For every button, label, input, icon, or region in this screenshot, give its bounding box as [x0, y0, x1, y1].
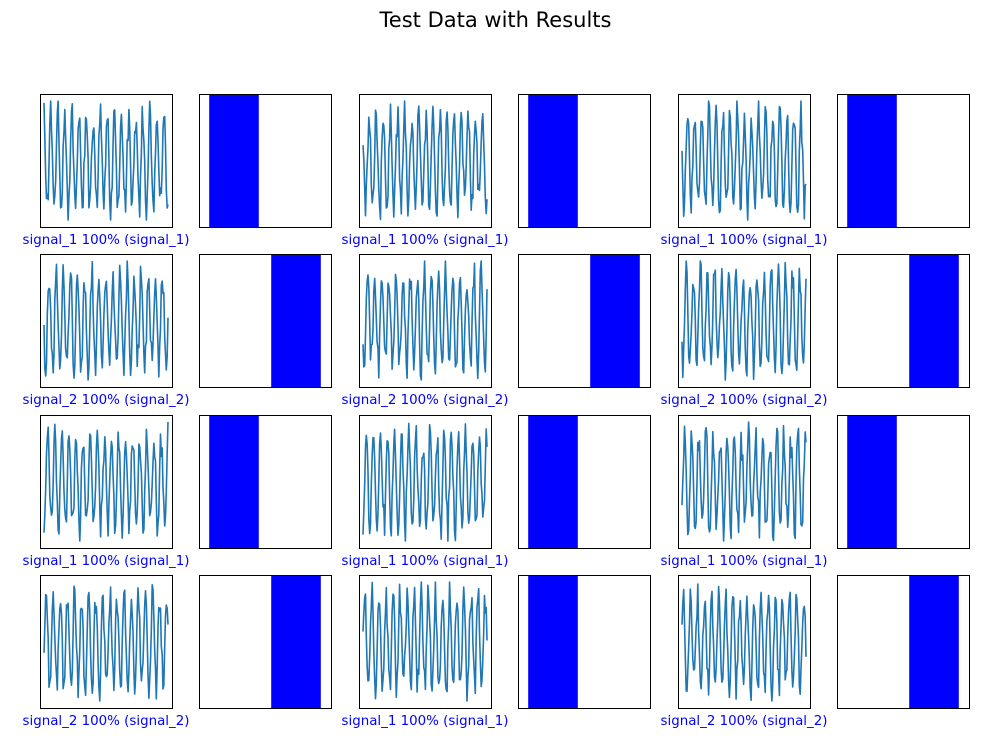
bar-plot [837, 415, 970, 549]
sample-caption: signal_2 100% (signal_2) [23, 714, 190, 729]
bar-signal_2 [909, 254, 959, 387]
bar-signal_1 [847, 415, 897, 548]
bar-plot [518, 254, 651, 388]
bar-signal_1 [528, 575, 578, 708]
signal-plot [40, 254, 173, 388]
bar-plot-frame [199, 94, 332, 228]
sample-caption: signal_1 100% (signal_1) [342, 714, 509, 729]
signal-plot [40, 415, 173, 549]
sample-caption: signal_1 100% (signal_1) [661, 554, 828, 569]
sample-caption: signal_2 100% (signal_2) [23, 393, 190, 408]
signal-line [362, 422, 488, 542]
signal-plot [40, 575, 173, 709]
signal-line [43, 584, 169, 702]
bar-signal_2 [590, 254, 640, 387]
sample-caption: signal_1 100% (signal_1) [342, 233, 509, 248]
signal-line [681, 100, 807, 221]
bar-plot-frame [518, 254, 651, 388]
signal-line [43, 421, 169, 542]
bar-plot [518, 94, 651, 228]
signal-plot-frame [40, 94, 173, 228]
signal-line [362, 100, 488, 221]
bar-plot [199, 575, 332, 709]
bar-plot-frame [837, 415, 970, 549]
signal-plot-frame [40, 575, 173, 709]
bar-plot-frame [199, 415, 332, 549]
bar-signal_1 [209, 94, 259, 227]
signal-plot [359, 415, 492, 549]
signal-plot-frame [678, 94, 811, 228]
bar-signal_1 [528, 94, 578, 227]
signal-plot [359, 254, 492, 388]
sample-caption: signal_1 100% (signal_1) [342, 554, 509, 569]
signal-line [43, 260, 169, 381]
sample-caption: signal_2 100% (signal_2) [342, 393, 509, 408]
sample-caption: signal_1 100% (signal_1) [23, 554, 190, 569]
bar-plot [518, 575, 651, 709]
signal-line [43, 100, 169, 221]
bar-plot-frame [199, 254, 332, 388]
bar-plot-frame [837, 575, 970, 709]
bar-plot-frame [837, 94, 970, 228]
bar-signal_1 [528, 415, 578, 548]
signal-plot-frame [678, 575, 811, 709]
sample-caption: signal_1 100% (signal_1) [661, 233, 828, 248]
signal-plot-frame [359, 415, 492, 549]
bar-signal_1 [847, 94, 897, 227]
bar-plot-frame [518, 415, 651, 549]
sample-caption: signal_2 100% (signal_2) [661, 714, 828, 729]
signal-plot [359, 94, 492, 228]
bar-plot [518, 415, 651, 549]
sample-caption: signal_2 100% (signal_2) [661, 393, 828, 408]
page-title: Test Data with Results [379, 8, 612, 32]
signal-plot-frame [359, 575, 492, 709]
signal-plot-frame [678, 254, 811, 388]
signal-line [681, 421, 807, 542]
bar-plot-frame [837, 254, 970, 388]
bar-plot [199, 94, 332, 228]
signal-plot [678, 254, 811, 388]
signal-line [681, 583, 807, 702]
bar-plot [199, 254, 332, 388]
bar-plot-frame [199, 575, 332, 709]
signal-plot [359, 575, 492, 709]
signal-plot [678, 94, 811, 228]
signal-plot [40, 94, 173, 228]
signal-plot [678, 575, 811, 709]
bar-signal_1 [209, 415, 259, 548]
bar-plot [199, 415, 332, 549]
signal-plot-frame [40, 415, 173, 549]
signal-plot-frame [678, 415, 811, 549]
bar-plot [837, 254, 970, 388]
bar-signal_2 [271, 254, 321, 387]
signal-plot-frame [359, 254, 492, 388]
signal-line [362, 581, 488, 702]
bar-plot-frame [518, 575, 651, 709]
signal-plot-frame [359, 94, 492, 228]
bar-plot [837, 575, 970, 709]
signal-plot [678, 415, 811, 549]
signal-line [681, 260, 807, 381]
bar-plot [837, 94, 970, 228]
bar-plot-frame [518, 94, 651, 228]
signal-plot-frame [40, 254, 173, 388]
bar-signal_2 [909, 575, 959, 708]
sample-caption: signal_1 100% (signal_1) [23, 233, 190, 248]
signal-line [362, 260, 488, 381]
bar-signal_2 [271, 575, 321, 708]
